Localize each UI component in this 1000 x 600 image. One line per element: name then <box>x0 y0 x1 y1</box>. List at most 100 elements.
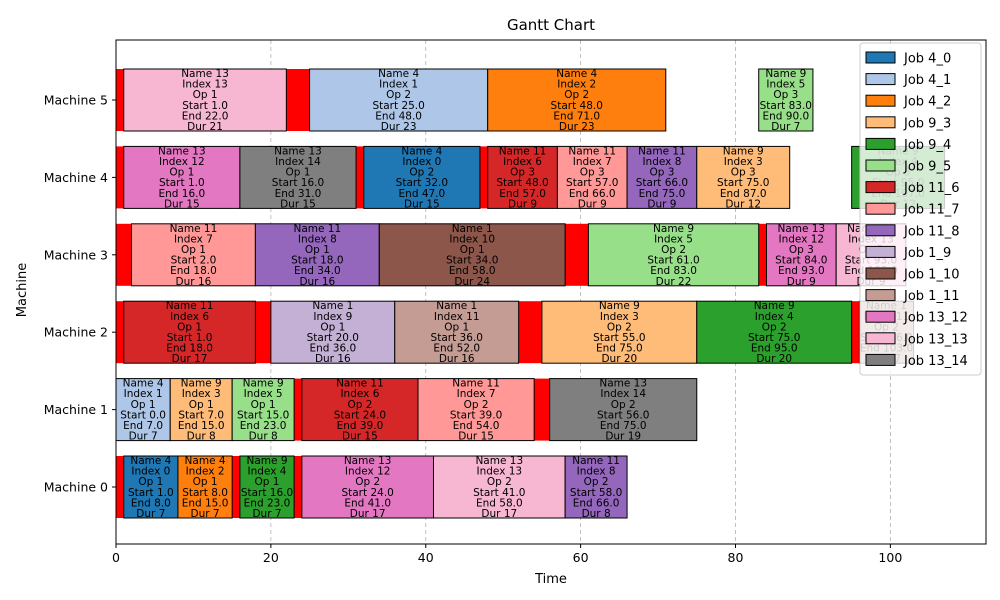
task-bar <box>177 455 233 519</box>
y-tick-label: Machine 0 <box>44 480 108 495</box>
x-tick-label: 60 <box>573 550 589 565</box>
task-label: Name 1 Index 9 Op 1 Start 20.0 End 36.0 Dur 1… <box>307 300 359 365</box>
legend-label: Job 13_14 <box>903 354 968 369</box>
setup-bar <box>232 456 240 518</box>
y-axis-label: Machine <box>15 263 30 317</box>
task-bar <box>556 145 628 209</box>
legend-label: Job 13_12 <box>903 311 968 326</box>
setup-bar <box>116 456 124 518</box>
bars-layer: Name 4 Index 0 Op 1 Start 1.0 End 8.0 Dur 7Na… <box>115 68 946 520</box>
task-label: Name 13 Index 13 Op 1 Start 1.0 End 22.0 Dur … <box>181 68 229 133</box>
legend-label: Job 4_2 <box>903 95 951 110</box>
task-bar <box>487 68 667 132</box>
legend-label: Job 1_11 <box>903 289 960 304</box>
task-label: Name 13 Index 14 Op 1 Start 16.0 End 31.0 Dur… <box>272 145 324 210</box>
legend: Job 4_0 Job 4_1 Job 4_2 Job 9_3 Job 9_4 Job 9… <box>859 42 982 376</box>
legend-swatch <box>865 116 896 129</box>
setup-bar <box>518 301 542 364</box>
task-label: Name 1 Index 10 Op 1 Start 34.0 End 58.0 Dur … <box>446 223 498 288</box>
legend-label: Job 9_5 <box>903 160 951 175</box>
legend-swatch <box>865 267 896 280</box>
x-tick-label: 100 <box>878 550 902 565</box>
task-label: Name 4 Index 1 Op 2 Start 25.0 End 48.0 Dur 2… <box>372 68 424 133</box>
legend-swatch <box>865 73 896 86</box>
task-bar <box>254 223 380 287</box>
legend-swatch <box>865 353 896 366</box>
task-bar <box>696 300 853 364</box>
legend-label: Job 11_7 <box>903 203 960 218</box>
x-axis-label: Time <box>534 572 567 587</box>
chart-title: Gantt Chart <box>507 16 595 34</box>
axes-layer: 0 20 40 60 80 100 Machine 0 Machine 1 Machine 2 M… <box>44 39 987 565</box>
legend-label: Job 9_3 <box>903 116 951 131</box>
task-label: Name 13 Index 13 Op 2 Start 41.0 End 58.0 Dur… <box>473 455 525 520</box>
task-bar <box>123 68 287 132</box>
setup-bar <box>758 223 767 286</box>
y-tick-label: Machine 1 <box>44 402 108 417</box>
legend-label: Job 9_4 <box>903 138 951 153</box>
y-tick-label: Machine 4 <box>44 170 108 185</box>
task-label: Name 9 Index 5 Op 2 Start 61.0 End 83.0 Dur 2… <box>647 223 699 288</box>
task-label: Name 9 Index 3 Op 3 Start 75.0 End 87.0 Dur 1… <box>717 145 769 210</box>
legend-label: Job 1_9 <box>903 246 951 261</box>
task-label: Name 9 Index 5 Op 3 Start 83.0 End 90.0 Dur 7 <box>760 68 812 133</box>
setup-bar <box>116 69 124 131</box>
task-label: Name 13 Index 12 Op 3 Start 84.0 End 93.0 Dur… <box>775 223 827 288</box>
legend-swatch <box>865 137 896 150</box>
setup-bar <box>356 146 364 209</box>
task-bar <box>301 455 434 519</box>
task-label: Name 9 Index 5 Op 1 Start 15.0 End 23.0 Dur 8 <box>237 378 289 443</box>
setup-bar <box>851 301 860 364</box>
task-bar <box>549 378 698 442</box>
task-label: Name 4 Index 0 Op 2 Start 32.0 End 47.0 Dur 1… <box>396 145 448 210</box>
task-bar <box>130 223 256 287</box>
task-bar <box>123 455 179 519</box>
task-label: Name 4 Index 0 Op 1 Start 1.0 End 8.0 Dur 7 <box>128 455 174 520</box>
task-bar <box>696 145 791 209</box>
legend-label: Job 4_1 <box>903 73 951 88</box>
x-tick-label: 80 <box>728 550 744 565</box>
legend-swatch <box>865 289 896 302</box>
task-bar <box>239 455 295 519</box>
legend-label: Job 11_6 <box>903 181 960 196</box>
setup-bar <box>286 69 310 131</box>
setup-bar <box>116 146 124 209</box>
legend-swatch <box>865 181 896 194</box>
setup-bar <box>255 301 271 364</box>
task-label: Name 11 Index 7 Op 3 Start 57.0 End 66.0 Dur … <box>566 145 618 210</box>
legend-label: Job 4_0 <box>903 52 951 67</box>
setup-bar <box>116 223 132 286</box>
plot-frame <box>115 39 987 545</box>
task-label: Name 11 Index 6 Op 3 Start 48.0 End 57.0 Dur … <box>496 145 548 210</box>
x-tick-label: 0 <box>112 550 120 565</box>
task-label: Name 11 Index 8 Op 3 Start 66.0 End 75.0 Dur … <box>636 145 688 210</box>
task-bar <box>417 378 535 442</box>
task-label: Name 4 Index 2 Op 1 Start 8.0 End 15.0 Dur 7 <box>182 455 229 520</box>
task-bar <box>309 68 489 132</box>
task-bar <box>587 223 760 287</box>
legend-swatch <box>865 202 896 215</box>
task-bar <box>394 300 520 364</box>
setup-bar <box>294 456 302 518</box>
task-label: Name 13 Index 14 Op 2 Start 56.0 End 75.0 Dur… <box>597 378 649 443</box>
setup-bar <box>565 223 589 286</box>
setup-bar <box>116 301 124 364</box>
x-tick-label: 20 <box>263 550 279 565</box>
task-bar <box>378 223 566 287</box>
task-label: Name 9 Index 4 Op 1 Start 16.0 End 23.0 Dur 7 <box>241 455 293 520</box>
task-label: Name 13 Index 12 Op 1 Start 1.0 End 16.0 Dur … <box>158 145 206 210</box>
legend-swatch <box>865 51 896 64</box>
task-label: Name 11 Index 8 Op 2 Start 58.0 End 66.0 Dur … <box>570 455 622 520</box>
task-label: Name 11 Index 7 Op 2 Start 39.0 End 54.0 Dur … <box>450 378 502 443</box>
legend-swatch <box>865 332 896 345</box>
legend-swatch <box>865 159 896 172</box>
task-label: Name 9 Index 3 Op 2 Start 55.0 End 75.0 Dur 2… <box>593 300 645 365</box>
task-bar <box>239 145 357 209</box>
y-tick-label: Machine 2 <box>44 325 108 340</box>
task-bar <box>758 68 814 132</box>
task-bar <box>169 378 233 442</box>
setup-bar <box>534 378 550 441</box>
y-tick-label: Machine 3 <box>44 247 108 262</box>
